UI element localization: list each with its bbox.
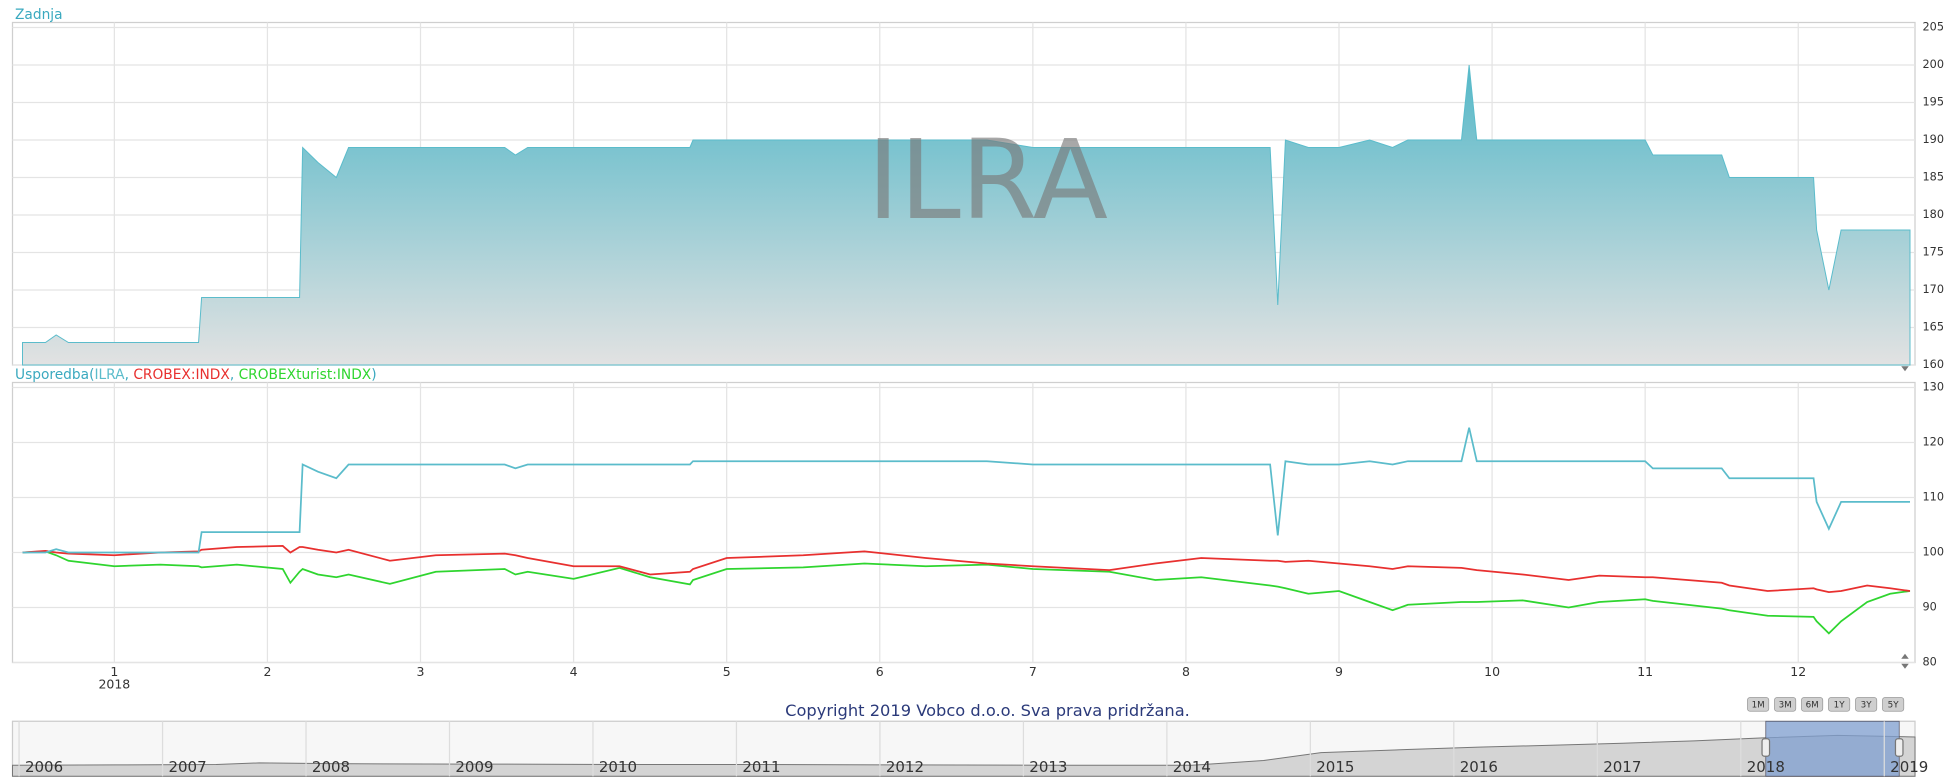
y-tick-label: 195 [1923, 96, 1944, 109]
navigator-year: 2006 [25, 758, 63, 776]
scroll-arrow[interactable] [1901, 366, 1909, 372]
series-line [22, 427, 1910, 554]
x-tick-label: 1 [110, 664, 118, 679]
x-tick-label: 2 [263, 664, 271, 679]
navigator-selection[interactable] [1765, 720, 1900, 777]
legend-entry: CROBEX:INDX [133, 367, 230, 383]
plot-frame [11, 381, 1916, 664]
scroll-arrow[interactable] [1901, 653, 1909, 669]
series-line [22, 545, 1911, 593]
comparison-title: Usporedba [15, 367, 89, 383]
y-tick-label: 175 [1923, 246, 1944, 259]
navigator-year: 2011 [742, 758, 780, 776]
range-button[interactable] [1747, 697, 1770, 712]
x-tick-label: 9 [1335, 664, 1343, 679]
range-button-label[interactable]: 5Y [1888, 701, 1900, 711]
range-button[interactable] [1774, 697, 1797, 712]
y-tick-label: 165 [1923, 321, 1944, 334]
price-title: Zadnja [15, 7, 63, 23]
navigator-year: 2019 [1890, 758, 1928, 776]
x-tick-label: 5 [723, 664, 731, 679]
range-button[interactable] [1882, 697, 1905, 712]
y-tick-label: 180 [1923, 208, 1944, 221]
price-panel: 160 165 170 175 180 185 190 195 200 205 [11, 21, 1944, 371]
navigator: 2006 2007 2008 2009 2010 2011 2012 2013 2014 2015… [11, 720, 1928, 777]
range-button[interactable] [1828, 697, 1851, 712]
legend-entry: CROBEXturist:INDX [239, 367, 372, 383]
x-tick-label: 8 [1182, 664, 1190, 679]
navigator-year: 2013 [1029, 758, 1067, 776]
navigator-handle[interactable] [1761, 738, 1771, 757]
range-button-label[interactable]: 3Y [1861, 701, 1873, 711]
navigator-year: 2014 [1173, 758, 1211, 776]
price-area [22, 64, 1911, 366]
y-tick-label: 205 [1923, 21, 1944, 34]
y-tick-label: 110 [1923, 490, 1944, 503]
legend-entry: ILRA [94, 367, 125, 383]
range-button-label[interactable]: 3M [1779, 701, 1792, 711]
x-tick-label: 10 [1484, 664, 1500, 679]
y-tick-label: 200 [1923, 58, 1944, 71]
navigator-year: 2009 [455, 758, 493, 776]
navigator-year: 2016 [1460, 758, 1498, 776]
y-tick-label: 170 [1923, 283, 1944, 296]
range-button-label[interactable]: 1Y [1834, 701, 1846, 711]
x-tick-label: 4 [570, 664, 578, 679]
y-tick-label: 160 [1923, 358, 1944, 371]
navigator-year: 2018 [1747, 758, 1785, 776]
y-tick-label: 130 [1923, 381, 1944, 394]
y-tick-label: 190 [1923, 133, 1944, 146]
x-tick-label: 7 [1029, 664, 1037, 679]
y-tick-label: 80 [1923, 656, 1937, 669]
navigator-handle[interactable] [1894, 738, 1904, 757]
range-button[interactable] [1801, 697, 1824, 712]
x-tick-label: 12 [1790, 664, 1806, 679]
y-tick-label: 120 [1923, 435, 1944, 448]
copyright: Copyright 2019 Vobco d.o.o. Sva prava pr… [785, 701, 1190, 720]
y-tick-label: 185 [1923, 171, 1944, 184]
navigator-year: 2007 [168, 758, 206, 776]
x-year-label: 2018 [98, 677, 130, 692]
x-tick-label: 6 [876, 664, 884, 679]
x-tick-label: 11 [1637, 664, 1653, 679]
comparison-legend: Usporedba(ILRA, CROBEX:INDX, CROBEXturis… [15, 367, 377, 383]
navigator-year: 2017 [1603, 758, 1641, 776]
y-tick-label: 90 [1923, 601, 1937, 614]
range-button-label[interactable]: 1M [1752, 701, 1765, 711]
navigator-year: 2015 [1316, 758, 1354, 776]
x-tick-label: 3 [417, 664, 425, 679]
range-button-label[interactable]: 6M [1806, 701, 1819, 711]
navigator-year: 2012 [886, 758, 924, 776]
navigator-year: 2008 [312, 758, 350, 776]
watermark: ILRA [867, 116, 1108, 244]
y-tick-label: 100 [1923, 546, 1944, 559]
series-line [22, 550, 1911, 635]
navigator-year: 2010 [599, 758, 637, 776]
range-button[interactable] [1855, 697, 1878, 712]
